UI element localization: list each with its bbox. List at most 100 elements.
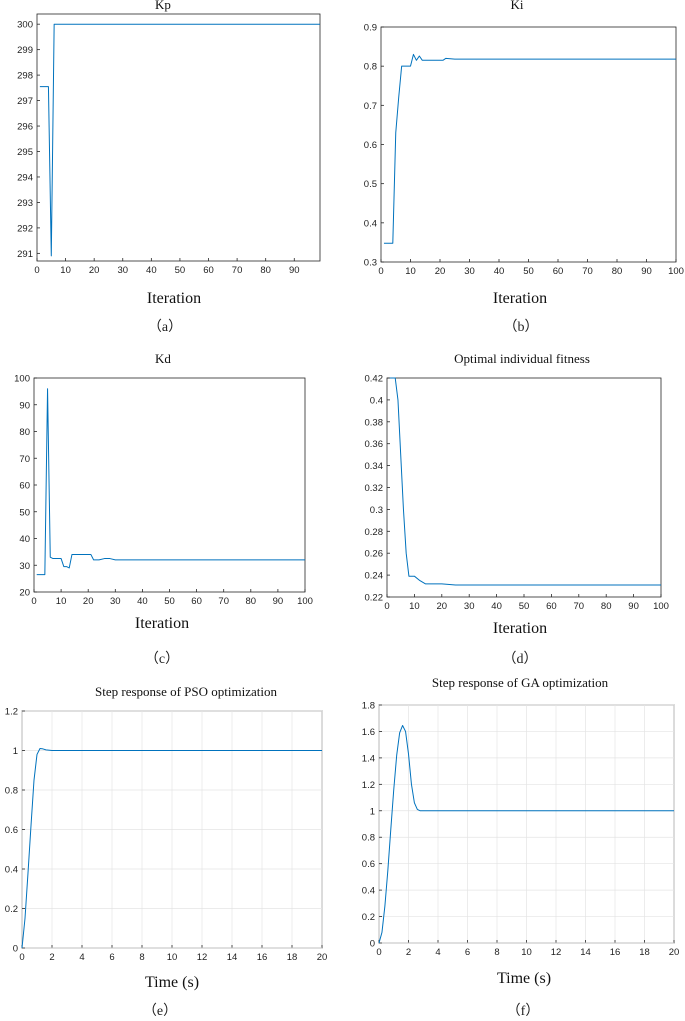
y-tick-label: 20 xyxy=(19,588,30,599)
y-tick-label: 1.4 xyxy=(362,753,375,764)
panel-c: Kd 0 10 20 30 40 50 60 70 80 90 100 20 30 40 50 60 70 80 9… xyxy=(14,351,313,667)
panel-c-xlabel: Iteration xyxy=(135,615,189,632)
y-tick-label: 0.24 xyxy=(365,571,384,582)
panel-b-ticks: 0 10 20 30 40 50 60 70 80 90 100 0.3 0.4 0.5 0.6 0.7 0.8… xyxy=(364,23,684,278)
panel-e-caption: （e） xyxy=(143,1003,177,1019)
x-tick-label: 30 xyxy=(110,596,121,607)
x-tick-label: 10 xyxy=(521,947,532,958)
x-tick-label: 8 xyxy=(494,947,499,958)
panel-d-caption: （d） xyxy=(503,651,538,667)
y-tick-label: 300 xyxy=(17,20,33,31)
y-tick-label: 40 xyxy=(19,534,30,545)
panel-d-ticks: 0 10 20 30 40 50 60 70 80 90 100 0.22 0.24 0.26 0.28 0.… xyxy=(365,374,669,613)
panel-d-title: Optimal individual fitness xyxy=(454,351,590,366)
y-tick-label: 292 xyxy=(17,223,33,234)
x-tick-label: 100 xyxy=(653,601,669,612)
panel-f: Step response of GA optimization 0 2 4 6 8 10… xyxy=(362,675,680,1019)
x-tick-label: 80 xyxy=(601,601,612,612)
y-tick-label: 0 xyxy=(370,939,375,950)
x-tick-label: 90 xyxy=(273,596,284,607)
x-tick-label: 60 xyxy=(553,266,564,277)
panel-d-xlabel: Iteration xyxy=(493,620,547,637)
y-tick-label: 90 xyxy=(19,400,30,411)
x-tick-label: 6 xyxy=(109,952,114,963)
x-tick-label: 10 xyxy=(60,265,71,276)
y-tick-label: 0.8 xyxy=(364,62,377,73)
x-tick-label: 8 xyxy=(139,952,144,963)
y-tick-label: 0.4 xyxy=(362,886,375,897)
x-tick-label: 40 xyxy=(137,596,148,607)
y-tick-label: 0.4 xyxy=(5,865,18,876)
y-tick-label: 296 xyxy=(17,122,33,133)
y-tick-label: 1.2 xyxy=(5,707,18,718)
x-tick-label: 0 xyxy=(31,596,36,607)
x-tick-label: 0 xyxy=(384,601,389,612)
panel-b-axes-frame xyxy=(380,26,677,263)
x-tick-label: 0 xyxy=(376,947,381,958)
panel-e-xlabel: Time (s) xyxy=(145,974,199,991)
y-tick-label: 30 xyxy=(19,561,30,572)
x-tick-label: 2 xyxy=(406,947,411,958)
x-tick-label: 90 xyxy=(289,265,300,276)
panel-b-caption: （b） xyxy=(504,319,539,335)
x-tick-label: 0 xyxy=(19,952,24,963)
x-tick-label: 60 xyxy=(546,601,557,612)
y-tick-label: 1.8 xyxy=(362,701,375,712)
x-tick-label: 14 xyxy=(227,952,238,963)
panel-e-ticks: 0 2 4 6 8 10 12 14 16 18 20 0 0.2 0.4 0.6 0.8 1 1.2 xyxy=(5,707,328,964)
panel-b: Ki 0 10 20 30 40 50 60 70 80 90 100 0.3 0.4 0.5 0.6 0.7… xyxy=(364,0,684,335)
panel-b-xlabel: Iteration xyxy=(493,290,547,307)
x-tick-label: 16 xyxy=(257,952,268,963)
x-tick-label: 20 xyxy=(437,601,448,612)
y-tick-label: 297 xyxy=(17,96,33,107)
panel-a-title: Kp xyxy=(155,0,171,12)
y-tick-label: 0.2 xyxy=(362,912,375,923)
y-tick-label: 0.36 xyxy=(365,439,384,450)
x-tick-label: 2 xyxy=(49,952,54,963)
x-tick-label: 10 xyxy=(56,596,67,607)
x-tick-label: 50 xyxy=(164,596,175,607)
y-tick-label: 1.2 xyxy=(362,780,375,791)
y-tick-label: 291 xyxy=(17,249,33,260)
y-tick-label: 60 xyxy=(19,481,30,492)
y-tick-label: 0.8 xyxy=(5,786,18,797)
x-tick-label: 70 xyxy=(232,265,243,276)
y-tick-label: 293 xyxy=(17,198,33,209)
y-tick-label: 294 xyxy=(17,172,33,183)
y-tick-label: 0.8 xyxy=(362,833,375,844)
y-tick-label: 0.2 xyxy=(5,904,18,915)
y-tick-label: 0.22 xyxy=(365,593,384,604)
panel-d: Optimal individual fitness 0 10 20 30 40 50 60… xyxy=(365,351,669,667)
y-tick-label: 0.38 xyxy=(365,417,384,428)
x-tick-label: 16 xyxy=(610,947,621,958)
y-tick-label: 50 xyxy=(19,507,30,518)
y-tick-label: 0.26 xyxy=(365,549,384,560)
panel-a-series-line xyxy=(39,23,320,257)
x-tick-label: 20 xyxy=(83,596,94,607)
x-tick-label: 6 xyxy=(465,947,470,958)
x-tick-label: 18 xyxy=(287,952,298,963)
panel-f-series-line xyxy=(378,724,674,944)
panel-a-ticks: 0 10 20 30 40 50 60 70 80 90 291 292 293 294 295 296 297… xyxy=(17,20,299,276)
panel-c-title: Kd xyxy=(155,351,171,366)
y-tick-label: 299 xyxy=(17,45,33,56)
x-tick-label: 60 xyxy=(203,265,214,276)
x-tick-label: 4 xyxy=(79,952,84,963)
x-tick-label: 80 xyxy=(612,266,623,277)
panel-b-title: Ki xyxy=(511,0,524,12)
x-tick-label: 90 xyxy=(628,601,639,612)
y-tick-label: 80 xyxy=(19,427,30,438)
x-tick-label: 80 xyxy=(246,596,257,607)
y-tick-label: 100 xyxy=(14,374,30,385)
panel-a-caption: （a） xyxy=(148,319,182,335)
panel-c-caption: （c） xyxy=(145,651,179,667)
panel-b-series-line xyxy=(383,53,676,244)
y-tick-label: 0.3 xyxy=(364,258,377,269)
x-tick-label: 40 xyxy=(491,601,502,612)
x-tick-label: 100 xyxy=(668,266,684,277)
x-tick-label: 10 xyxy=(409,601,420,612)
y-tick-label: 1 xyxy=(370,806,375,817)
panel-f-title: Step response of GA optimization xyxy=(432,675,609,690)
y-tick-label: 1.6 xyxy=(362,727,375,738)
panel-a: Kp 0 10 20 30 40 50 60 70 80 90 291 292 293 294 295 296… xyxy=(17,0,321,335)
